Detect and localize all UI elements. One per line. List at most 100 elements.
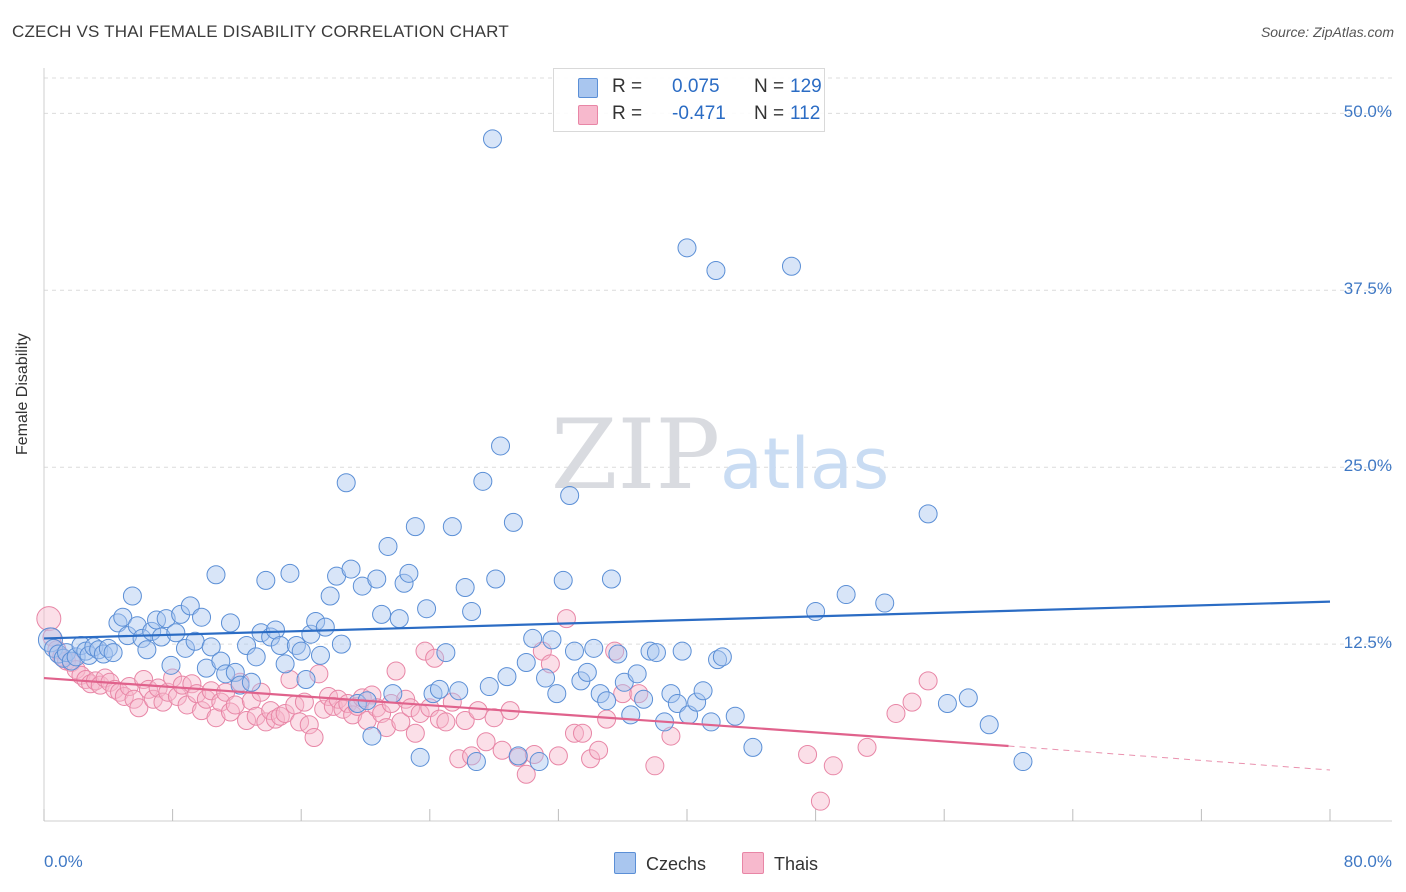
czech-point	[958, 688, 978, 708]
thai-point	[918, 671, 938, 691]
czech-point	[661, 684, 681, 704]
czech-point	[367, 569, 387, 589]
czech-point	[394, 573, 414, 593]
czech-point	[383, 684, 403, 704]
trend-lines	[43, 600, 1331, 771]
legend-r-label: R =	[612, 103, 643, 124]
czech-point	[429, 679, 449, 699]
czech-point	[529, 752, 549, 772]
thai-point	[211, 692, 231, 712]
czech-point	[621, 705, 641, 725]
czech-point	[646, 643, 666, 663]
czech-point	[180, 596, 200, 616]
czech-point	[667, 694, 687, 714]
thai-point	[857, 737, 877, 757]
stats-legend: R = 0.075 N = 129 R = -0.471 N = 112	[553, 68, 825, 132]
czech-point	[937, 694, 957, 714]
thai-point	[280, 669, 300, 689]
czech-point	[693, 681, 713, 701]
czech-point	[479, 677, 499, 697]
czech-point	[280, 563, 300, 583]
thai-point	[405, 723, 425, 743]
y-axis-label: Female Disability	[14, 333, 31, 455]
czech-point	[151, 627, 171, 647]
czech-point	[701, 712, 721, 732]
czech-point	[462, 602, 482, 622]
thai-point	[798, 744, 818, 764]
chart-title: CZECH VS THAI FEMALE DISABILITY CORRELAT…	[12, 22, 509, 41]
czech-point	[536, 668, 556, 688]
watermark-atlas: atlas	[720, 423, 889, 505]
source-label: Source: ZipAtlas.com	[1260, 24, 1394, 40]
czech-swatch	[614, 852, 636, 874]
y-tick-label: 25.0%	[1343, 456, 1392, 476]
y-tick-label: 37.5%	[1343, 279, 1392, 299]
thai-point	[823, 756, 843, 776]
thai-trend-line	[43, 676, 1009, 748]
czech-point	[486, 569, 506, 589]
thai-point	[540, 654, 560, 674]
thai-point	[153, 692, 173, 712]
czech-point	[979, 715, 999, 735]
czech-point	[466, 752, 486, 772]
czech-point	[836, 585, 856, 605]
legend-n-label: N =	[754, 76, 785, 97]
czech-point	[634, 689, 654, 709]
czech-point	[410, 747, 430, 767]
legend-r-value: 0.075	[672, 76, 720, 97]
thai-point	[484, 708, 504, 728]
thai-point	[376, 718, 396, 738]
czech-point	[211, 651, 231, 671]
czech-point	[503, 512, 523, 532]
czech-point	[449, 681, 469, 701]
thai-point	[386, 661, 406, 681]
bottom-legend-thais-label: Thais	[774, 854, 819, 874]
thai-point	[886, 703, 906, 723]
czech-point	[378, 536, 398, 556]
czech-point	[553, 570, 573, 590]
thai-point	[304, 728, 324, 748]
czech-point	[372, 604, 392, 624]
grid-lines	[44, 77, 1392, 645]
czech-point	[564, 641, 584, 661]
czech-point	[315, 617, 335, 637]
czech-point	[725, 706, 745, 726]
czech-point	[712, 647, 732, 667]
czech-point	[137, 640, 157, 660]
czech-point	[597, 691, 617, 711]
czech-point	[608, 644, 628, 664]
thai-point	[810, 791, 830, 811]
czech-point	[230, 675, 250, 695]
czech-point	[584, 638, 604, 658]
czech-point	[577, 662, 597, 682]
thai-point	[605, 641, 625, 661]
czech-point	[246, 647, 266, 667]
czech-point	[1013, 752, 1033, 772]
czech-swatch	[578, 78, 598, 98]
thai-point	[299, 715, 319, 735]
legend-n-value: 112	[790, 103, 821, 124]
thai-point	[309, 664, 329, 684]
czech-point	[508, 746, 528, 766]
czech-point	[417, 599, 437, 619]
czech-point	[161, 655, 181, 675]
legend-r-value: -0.471	[672, 103, 726, 124]
czech-point	[706, 260, 726, 280]
czech-point	[560, 485, 580, 505]
czech-point	[601, 569, 621, 589]
czech-point	[320, 586, 340, 606]
thai-point	[225, 695, 245, 715]
thai-point	[516, 764, 536, 784]
thai-point	[661, 726, 681, 746]
czech-point	[275, 654, 295, 674]
czech-point	[806, 602, 826, 622]
thai-point	[645, 756, 665, 776]
czech-point	[192, 607, 212, 627]
czech-point	[175, 638, 195, 658]
czech-point	[331, 634, 351, 654]
thai-point	[455, 711, 475, 731]
thai-point	[573, 723, 593, 743]
x-tick-max: 80.0%	[1343, 852, 1392, 871]
czech-point	[523, 628, 543, 648]
y-tick-label: 50.0%	[1343, 102, 1392, 122]
